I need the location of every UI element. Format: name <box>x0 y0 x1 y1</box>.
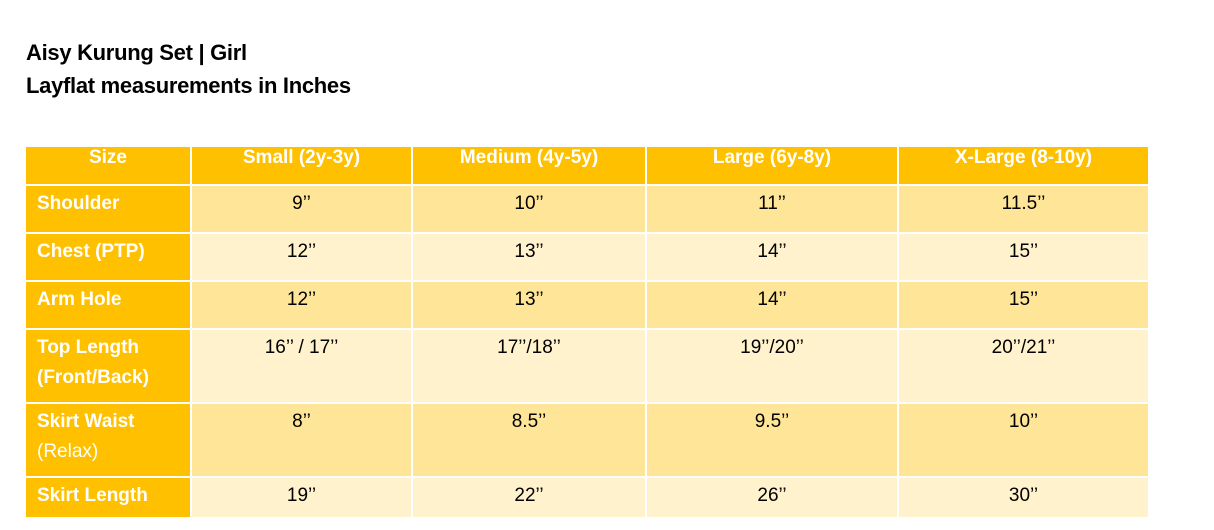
table-cell: 14’’ <box>645 280 899 330</box>
table-row-arm-hole: Arm Hole 12’’ 13’’ 14’’ 15’’ <box>26 280 1148 330</box>
table-cell: 30’’ <box>897 476 1148 517</box>
table-cell: 9’’ <box>190 184 413 234</box>
column-header-small: Small (2y-3y) <box>190 147 413 186</box>
table-cell: 9.5’’ <box>645 402 899 478</box>
row-label-line: Skirt Waist <box>37 411 135 432</box>
table-cell: 11.5’’ <box>897 184 1148 234</box>
table-cell: 16’’ / 17’’ <box>190 328 413 404</box>
row-label-line: Top Length <box>37 337 140 358</box>
table-cell: 17’’/18’’ <box>411 328 647 404</box>
row-label-top-length: Top Length (Front/Back) <box>26 328 192 404</box>
table-cell: 19’’/20’’ <box>645 328 899 404</box>
table-header-row: Size Small (2y-3y) Medium (4y-5y) Large … <box>26 147 1148 186</box>
table-row-chest: Chest (PTP) 12’’ 13’’ 14’’ 15’’ <box>26 232 1148 282</box>
table-cell: 8.5’’ <box>411 402 647 478</box>
table-cell: 19’’ <box>190 476 413 517</box>
column-header-medium: Medium (4y-5y) <box>411 147 647 186</box>
table-cell: 12’’ <box>190 280 413 330</box>
table-cell: 13’’ <box>411 280 647 330</box>
table-cell: 10’’ <box>411 184 647 234</box>
size-chart-table: Size Small (2y-3y) Medium (4y-5y) Large … <box>26 147 1148 517</box>
table-row-skirt-length: Skirt Length 19’’ 22’’ 26’’ 30’’ <box>26 476 1148 517</box>
document-title: Aisy Kurung Set | Girl <box>26 40 247 65</box>
table-row-top-length: Top Length (Front/Back) 16’’ / 17’’ 17’’/… <box>26 328 1148 404</box>
row-label-skirt-length: Skirt Length <box>26 476 192 517</box>
document-heading: Aisy Kurung Set | Girl Layflat measureme… <box>26 36 351 102</box>
table-cell: 26’’ <box>645 476 899 517</box>
table-cell: 10’’ <box>897 402 1148 478</box>
row-label-skirt-waist: Skirt Waist (Relax) <box>26 402 192 478</box>
column-header-size: Size <box>26 147 192 186</box>
table-cell: 8’’ <box>190 402 413 478</box>
row-label-line: (Relax) <box>37 441 99 462</box>
row-label-line: (Front/Back) <box>37 367 149 388</box>
table-cell: 14’’ <box>645 232 899 282</box>
row-label-chest: Chest (PTP) <box>26 232 192 282</box>
column-header-x-large: X-Large (8-10y) <box>897 147 1148 186</box>
table-cell: 13’’ <box>411 232 647 282</box>
row-label-shoulder: Shoulder <box>26 184 192 234</box>
row-label-arm-hole: Arm Hole <box>26 280 192 330</box>
table-cell: 12’’ <box>190 232 413 282</box>
document-subtitle: Layflat measurements in Inches <box>26 73 351 98</box>
table-cell: 20’’/21’’ <box>897 328 1148 404</box>
table-cell: 22’’ <box>411 476 647 517</box>
table-row-skirt-waist: Skirt Waist (Relax) 8’’ 8.5’’ 9.5’’ 10’’ <box>26 402 1148 478</box>
table-cell: 11’’ <box>645 184 899 234</box>
table-row-shoulder: Shoulder 9’’ 10’’ 11’’ 11.5’’ <box>26 184 1148 234</box>
table-cell: 15’’ <box>897 280 1148 330</box>
table-cell: 15’’ <box>897 232 1148 282</box>
column-header-large: Large (6y-8y) <box>645 147 899 186</box>
